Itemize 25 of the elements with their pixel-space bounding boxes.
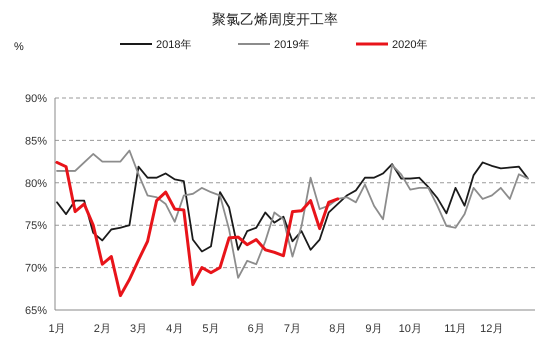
y-tick-label: 90% [24, 93, 48, 105]
x-tick-label: 6月 [248, 323, 265, 335]
y-tick-label: 80% [24, 178, 48, 190]
x-tick-label: 4月 [166, 323, 184, 335]
x-tick-label: 9月 [365, 323, 383, 335]
x-tick-label: 3月 [130, 323, 148, 335]
y-tick-label: 65% [24, 305, 48, 317]
legend-label: 2019年 [274, 39, 310, 51]
legend-label: 2020年 [392, 39, 428, 51]
y-axis-title: % [14, 41, 24, 53]
line-series [56, 160, 340, 298]
y-tick-label: 85% [24, 135, 48, 148]
x-tick-label: 12月 [480, 323, 504, 335]
x-tick-label: 8月 [329, 323, 346, 335]
chart-title: 聚氯乙烯周度开工率 [212, 11, 338, 27]
legend-label: 2018年 [156, 39, 192, 51]
y-tick-label: 70% [24, 262, 48, 275]
x-tick-label: 10月 [398, 323, 422, 335]
x-tick-label: 2月 [94, 323, 111, 335]
x-tick-label: 11月 [444, 323, 467, 335]
y-tick-label: 75% [24, 220, 48, 232]
line-series [56, 162, 529, 252]
x-tick-label: 7月 [284, 323, 302, 335]
x-tick-label: 1月 [48, 323, 66, 335]
x-tick-label: 5月 [202, 323, 220, 335]
